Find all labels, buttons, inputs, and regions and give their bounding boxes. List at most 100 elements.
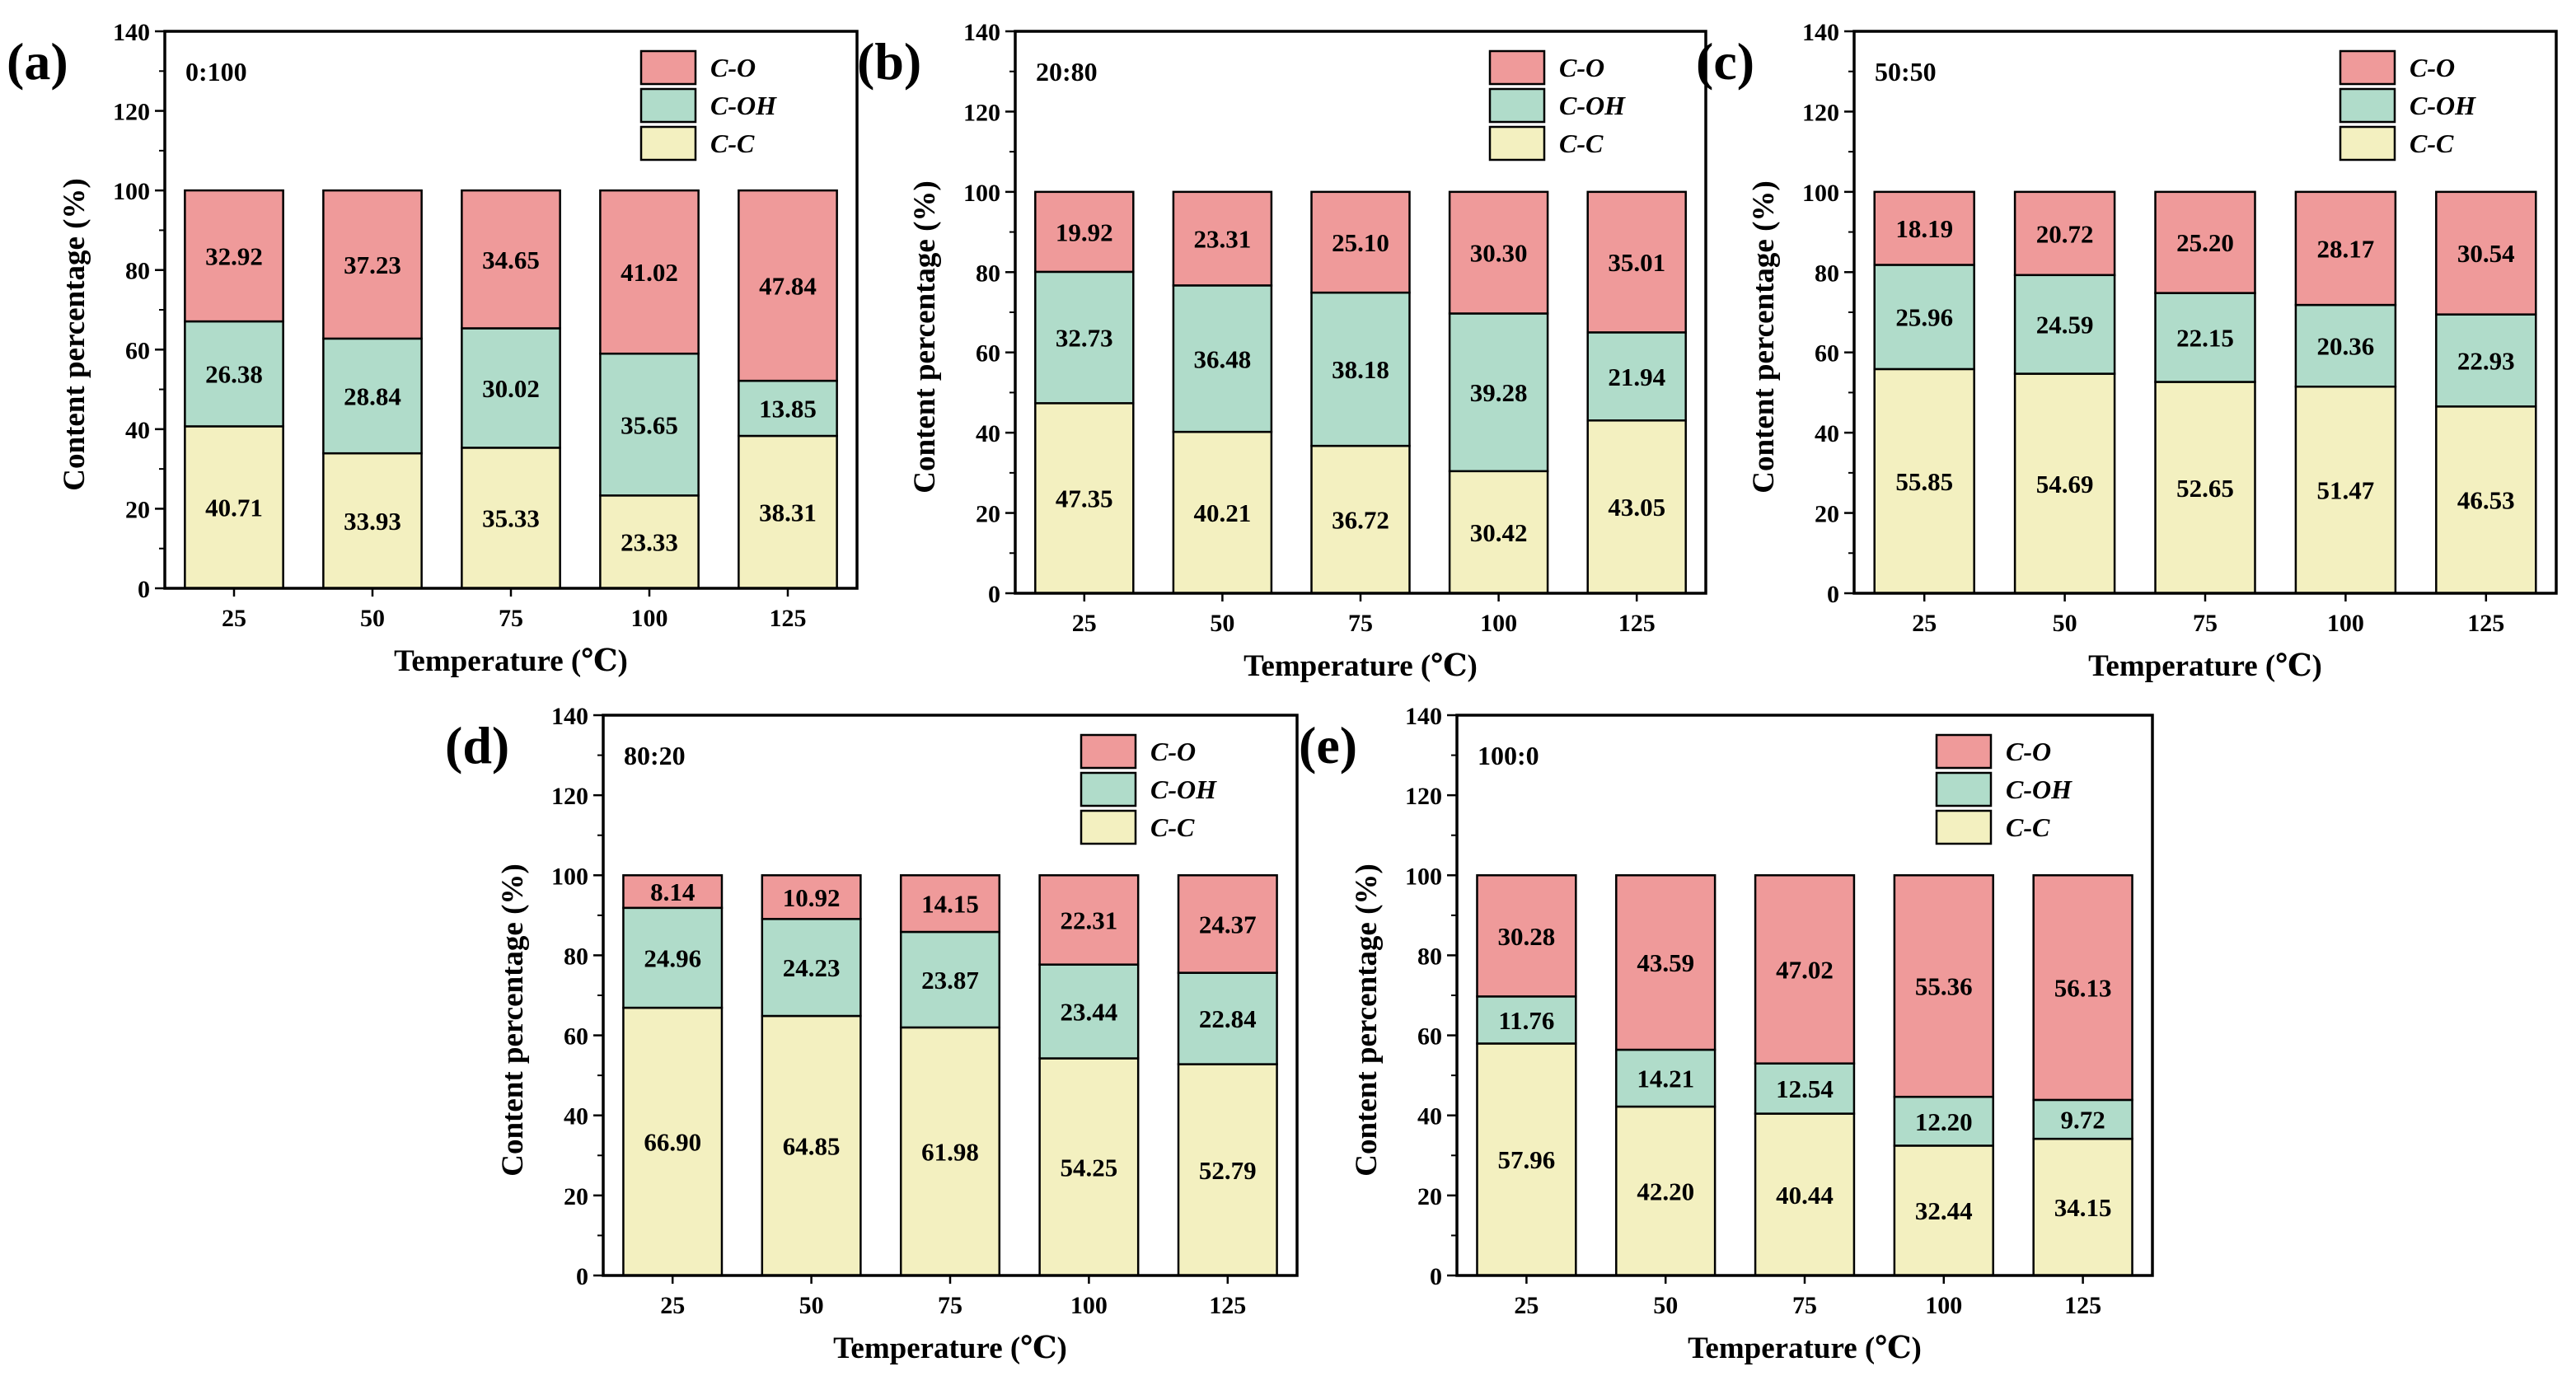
bar-cc-50 bbox=[1615, 1105, 1717, 1277]
bar-coh-50 bbox=[322, 337, 423, 455]
bar-coh-100 bbox=[1893, 1095, 1994, 1147]
x-axis-label: Temperature (℃) bbox=[1688, 1332, 1922, 1365]
data-label: 24.59 bbox=[2036, 311, 2094, 339]
bar-cc-25 bbox=[184, 425, 284, 590]
legend-label-co: C-O bbox=[2006, 737, 2051, 766]
bar-coh-125 bbox=[2032, 1098, 2133, 1140]
x-tick-label: 100 bbox=[1480, 610, 1517, 637]
y-axis-label: Content percentage (%) bbox=[58, 178, 91, 491]
data-label: 33.93 bbox=[344, 507, 401, 536]
data-label: 20.72 bbox=[2036, 219, 2094, 248]
bar-co-50 bbox=[322, 189, 423, 340]
bar-co-75 bbox=[899, 874, 1001, 934]
data-label: 35.01 bbox=[1608, 248, 1665, 277]
data-label: 37.23 bbox=[344, 250, 401, 279]
bar-co-50 bbox=[761, 874, 862, 920]
x-tick-label: 75 bbox=[1348, 610, 1373, 637]
bar-coh-125 bbox=[1586, 331, 1687, 422]
data-label: 40.21 bbox=[1194, 498, 1252, 527]
bar-co-125 bbox=[738, 189, 838, 382]
bar-co-75 bbox=[2154, 190, 2256, 294]
data-label: 54.25 bbox=[1061, 1153, 1118, 1182]
legend-swatch-coh bbox=[639, 87, 697, 124]
bar-coh-100 bbox=[2294, 303, 2397, 388]
bar-co-75 bbox=[1310, 190, 1411, 294]
bar-cc-75 bbox=[1310, 444, 1411, 595]
data-label: 38.18 bbox=[1332, 355, 1389, 384]
y-tick-label: 40 bbox=[1417, 1103, 1442, 1130]
x-tick-label: 25 bbox=[1072, 610, 1097, 637]
legend-label-coh: C-OH bbox=[2006, 775, 2073, 804]
x-tick-label: 100 bbox=[1925, 1292, 1962, 1319]
bar-co-25 bbox=[184, 189, 284, 323]
data-label: 9.72 bbox=[2060, 1106, 2105, 1135]
panel-label: (d) bbox=[445, 716, 509, 775]
data-label: 36.48 bbox=[1194, 344, 1252, 373]
x-tick-label: 125 bbox=[2467, 610, 2504, 637]
legend-swatch-cc bbox=[1488, 125, 1546, 161]
panel-label: (e) bbox=[1299, 716, 1357, 775]
y-tick-label: 60 bbox=[125, 337, 150, 364]
data-label: 22.93 bbox=[2457, 346, 2515, 375]
x-tick-label: 125 bbox=[770, 605, 807, 632]
bar-co-25 bbox=[622, 874, 724, 910]
x-axis-label: Temperature (℃) bbox=[833, 1332, 1067, 1365]
data-label: 23.44 bbox=[1061, 998, 1118, 1027]
bar-coh-100 bbox=[1448, 312, 1549, 473]
bar-co-125 bbox=[1177, 874, 1278, 974]
data-label: 19.92 bbox=[1056, 218, 1113, 246]
data-label: 39.28 bbox=[1470, 378, 1528, 407]
y-tick-label: 60 bbox=[1417, 1023, 1442, 1051]
legend-label-cc: C-C bbox=[2410, 129, 2454, 158]
legend-label-coh: C-OH bbox=[2410, 91, 2476, 120]
bar-cc-50 bbox=[322, 452, 423, 590]
y-tick-label: 40 bbox=[125, 417, 150, 444]
legend-swatch-cc bbox=[639, 125, 697, 161]
y-tick-label: 0 bbox=[138, 576, 150, 603]
legend-swatch-coh bbox=[1935, 771, 1993, 807]
data-label: 38.31 bbox=[759, 498, 817, 527]
y-tick-label: 140 bbox=[551, 703, 588, 730]
data-label: 47.35 bbox=[1056, 484, 1113, 513]
data-label: 32.44 bbox=[1915, 1196, 1973, 1225]
panel-label: (b) bbox=[857, 32, 921, 91]
data-label: 28.17 bbox=[2317, 234, 2375, 263]
x-tick-label: 50 bbox=[799, 1292, 824, 1319]
ratio-label: 0:100 bbox=[185, 57, 247, 87]
ratio-label: 50:50 bbox=[1875, 57, 1937, 87]
x-tick-label: 75 bbox=[938, 1292, 962, 1319]
y-tick-label: 120 bbox=[1405, 783, 1442, 810]
data-label: 41.02 bbox=[621, 258, 678, 287]
y-tick-label: 20 bbox=[976, 501, 1000, 528]
bar-co-125 bbox=[2032, 874, 2133, 1102]
y-tick-label: 80 bbox=[1417, 943, 1442, 970]
data-label: 35.33 bbox=[482, 504, 540, 533]
ratio-label: 20:80 bbox=[1036, 57, 1098, 87]
data-label: 47.02 bbox=[1776, 955, 1834, 984]
y-tick-label: 80 bbox=[1815, 260, 1839, 287]
data-label: 18.19 bbox=[1895, 214, 1953, 243]
legend-label-coh: C-OH bbox=[710, 91, 777, 120]
bar-co-50 bbox=[2013, 190, 2116, 277]
y-tick-label: 0 bbox=[1430, 1263, 1442, 1290]
y-axis-label: Content percentage (%) bbox=[1747, 180, 1781, 494]
legend: C-O C-OH C-C bbox=[1935, 733, 2073, 845]
data-label: 26.38 bbox=[205, 360, 263, 389]
bar-co-100 bbox=[1893, 874, 1994, 1098]
legend-swatch-co bbox=[1488, 49, 1546, 86]
bar-cc-25 bbox=[1476, 1042, 1577, 1277]
bar-co-50 bbox=[1172, 190, 1273, 287]
x-tick-label: 75 bbox=[1792, 1292, 1817, 1319]
x-tick-label: 25 bbox=[1912, 610, 1937, 637]
legend: C-O C-OH C-C bbox=[1488, 49, 1626, 161]
bar-co-100 bbox=[1448, 190, 1549, 315]
bar-cc-25 bbox=[1034, 402, 1135, 595]
data-label: 24.23 bbox=[783, 953, 841, 982]
legend-label-co: C-O bbox=[2410, 53, 2455, 82]
data-label: 32.92 bbox=[205, 242, 263, 271]
bar-cc-75 bbox=[1754, 1112, 1856, 1277]
data-label: 20.36 bbox=[2317, 332, 2375, 361]
data-label: 61.98 bbox=[921, 1137, 979, 1166]
data-label: 10.92 bbox=[783, 883, 841, 912]
